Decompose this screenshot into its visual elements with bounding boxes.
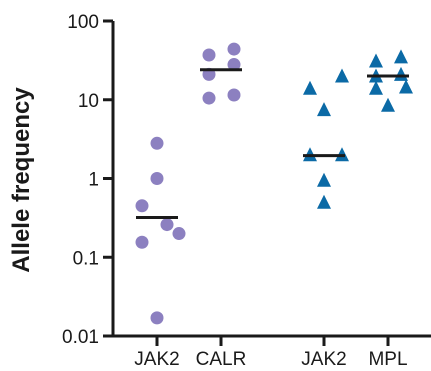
- data-point-triangle: [394, 49, 408, 64]
- data-point-circle: [135, 199, 149, 213]
- data-point-triangle: [399, 79, 413, 94]
- data-point-triangle: [317, 194, 331, 209]
- data-point-circle: [227, 88, 241, 102]
- data-points: [135, 42, 413, 325]
- y-tick-label: 100: [67, 12, 99, 33]
- data-point-circle: [227, 58, 241, 72]
- data-point-circle: [150, 172, 164, 185]
- data-point-triangle: [394, 66, 408, 81]
- y-tick-label: 0.1: [73, 248, 99, 269]
- x-tick-label: CALR: [196, 349, 247, 370]
- data-point-circle: [150, 136, 164, 150]
- x-tick-label: JAK2: [134, 349, 179, 370]
- data-point-triangle: [303, 80, 317, 95]
- x-tick-label: JAK2: [301, 349, 346, 370]
- data-point-circle: [227, 42, 241, 56]
- y-tick-label: 0.01: [62, 327, 99, 348]
- y-tick-label: 10: [78, 91, 99, 112]
- data-point-triangle: [317, 102, 331, 117]
- data-point-triangle: [317, 172, 331, 187]
- data-point-triangle: [381, 97, 395, 112]
- data-point-circle: [202, 91, 216, 105]
- y-tick-label: 1: [88, 170, 99, 191]
- x-ticks: JAK2 CALR JAK2 MPL: [134, 336, 408, 370]
- y-ticks: 0.01 0.1 1 10 100: [62, 12, 113, 348]
- data-point-triangle: [335, 68, 349, 83]
- data-point-circle: [172, 227, 186, 241]
- median-lines: [136, 68, 409, 219]
- data-point-circle: [202, 48, 216, 62]
- data-point-circle: [160, 218, 174, 232]
- data-point-triangle: [369, 53, 383, 68]
- data-point-circle: [150, 311, 164, 325]
- data-point-triangle: [369, 80, 383, 95]
- y-axis-title: Allele frequency: [8, 87, 35, 273]
- data-point-circle: [135, 235, 149, 249]
- x-tick-label: MPL: [368, 349, 407, 370]
